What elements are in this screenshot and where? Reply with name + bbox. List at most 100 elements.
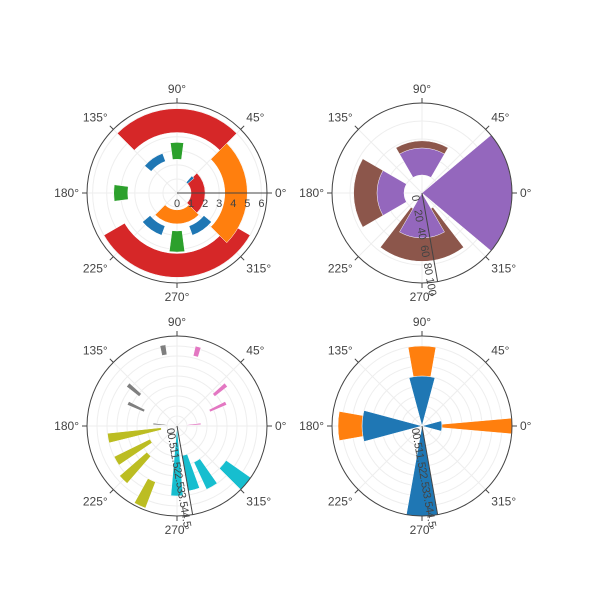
polar-bar-series3 — [119, 451, 152, 484]
angular-gridline — [421, 425, 486, 490]
angular-tick — [240, 256, 245, 261]
angular-tick — [485, 489, 490, 494]
radial-tick-label: 100 — [423, 277, 438, 297]
radial-tick-label: 0 — [409, 427, 422, 435]
angular-tick-label: 270° — [165, 290, 190, 304]
angular-tick-label: 45° — [491, 344, 509, 358]
radial-tick-label: 3.5 — [175, 492, 189, 509]
angular-tick-label: 180° — [54, 419, 79, 433]
polar-bar-series2 — [159, 344, 168, 356]
angular-tick-label: 135° — [83, 344, 108, 358]
radial-tick-label: 3 — [216, 198, 222, 210]
polar-bar-series2 — [337, 411, 364, 441]
radial-tick-label: 1 — [188, 198, 194, 210]
radial-tick-label: 0 — [409, 194, 422, 202]
angular-tick-label: 45° — [246, 111, 264, 125]
angular-tick-label: 315° — [246, 261, 271, 275]
polar-bar-series2 — [399, 147, 445, 178]
angular-tick-label: 180° — [299, 186, 324, 200]
polar-bar-series4 — [188, 215, 212, 236]
angular-tick-label: 135° — [328, 111, 353, 125]
polar-bar-series1 — [208, 401, 228, 413]
polar-bar-series2 — [126, 382, 142, 397]
angular-tick-label: 225° — [328, 494, 353, 508]
angular-tick-label: 90° — [168, 315, 186, 329]
angular-gridline — [358, 129, 423, 194]
radial-tick-label: 60 — [418, 244, 432, 258]
polar-bar-series3 — [134, 478, 156, 509]
radial-tick-label: 2 — [416, 467, 429, 475]
polar-bar-series3 — [113, 184, 129, 202]
polar-bar-series4 — [170, 425, 184, 497]
polar-bar-series4 — [144, 153, 166, 172]
angular-tick-label: 135° — [328, 344, 353, 358]
angular-tick — [109, 358, 114, 363]
angular-tick — [109, 125, 114, 130]
radial-tick-label: 0.5 — [165, 432, 179, 449]
radial-tick-label: 2 — [202, 198, 208, 210]
polar-bar-series1 — [192, 345, 202, 358]
angular-tick-label: 225° — [83, 261, 108, 275]
polar-bar-series1 — [212, 382, 228, 397]
angular-tick-label: 0° — [275, 419, 287, 433]
angular-tick — [485, 256, 490, 261]
angular-tick — [485, 358, 490, 363]
radial-tick-label: 4 — [178, 506, 191, 514]
radial-tick-label: 3 — [174, 486, 187, 494]
polar-bar-series2 — [154, 204, 200, 225]
angular-tick — [354, 489, 359, 494]
radial-tick-label: 1.5 — [168, 452, 182, 469]
polar-bar-series1 — [186, 422, 202, 426]
radial-axis-line — [421, 425, 439, 515]
polar-bar-series2 — [407, 345, 437, 378]
angular-tick-label: 0° — [520, 186, 532, 200]
radial-tick-label: 2 — [171, 467, 184, 475]
polar-bar-series2 — [152, 422, 168, 426]
angular-tick-label: 180° — [299, 419, 324, 433]
radial-tick-label: 2.5 — [417, 472, 431, 489]
radial-tick-label: 0 — [174, 198, 180, 210]
polar-bar-series4 — [185, 175, 195, 185]
angular-gridline — [421, 192, 486, 257]
angular-tick-label: 315° — [246, 494, 271, 508]
polar-bar-series4 — [193, 458, 218, 490]
radial-tick-label: 4 — [230, 198, 236, 210]
angular-tick-label: 180° — [54, 186, 79, 200]
radial-axis-line — [421, 192, 439, 282]
polar-bar-series4 — [142, 215, 166, 236]
angular-tick-label: 270° — [165, 523, 190, 537]
angular-tick-label: 225° — [328, 261, 353, 275]
radial-tick-label: 20 — [411, 209, 425, 223]
radial-tick-label: 80 — [421, 262, 435, 276]
radial-tick-label: 5 — [244, 198, 250, 210]
angular-tick-label: 90° — [413, 315, 431, 329]
radial-tick-label: 2.5 — [172, 472, 186, 489]
radial-tick-label: 3 — [419, 486, 432, 494]
polar-bar-series2 — [399, 192, 445, 239]
polar-bar-series3 — [113, 438, 153, 466]
polar-panel-bottom-left: 0° 45° 90° 135° 180° 225° 270° 315° 00.511.522.5… — [54, 315, 287, 537]
angular-tick-label: 90° — [413, 82, 431, 96]
polar-bar-series2 — [126, 401, 146, 413]
polar-panel-top-left: 0° 45° 90° 135° 180° 225° 270° 315° 0 1 2 3 4 5 6 — [54, 82, 287, 304]
angular-tick-label: 225° — [83, 494, 108, 508]
polar-bar-series2 — [376, 170, 407, 216]
angular-tick — [240, 358, 245, 363]
angular-tick-label: 315° — [491, 261, 516, 275]
radial-tick-label: 4.5 — [423, 511, 437, 528]
angular-tick — [240, 489, 245, 494]
angular-tick-label: 270° — [410, 523, 435, 537]
polar-bar-series1 — [421, 420, 443, 432]
angular-tick — [354, 256, 359, 261]
angular-tick-label: 0° — [275, 186, 287, 200]
radial-tick-label: 1 — [167, 447, 180, 455]
radial-tick-label: 1.5 — [413, 452, 427, 469]
radial-tick-label: 4 — [423, 506, 436, 514]
angular-tick — [485, 125, 490, 130]
angular-tick — [109, 256, 114, 261]
angular-tick-label: 0° — [520, 419, 532, 433]
polar-bar-series1 — [103, 222, 251, 278]
polar-bar-series3 — [169, 230, 185, 253]
